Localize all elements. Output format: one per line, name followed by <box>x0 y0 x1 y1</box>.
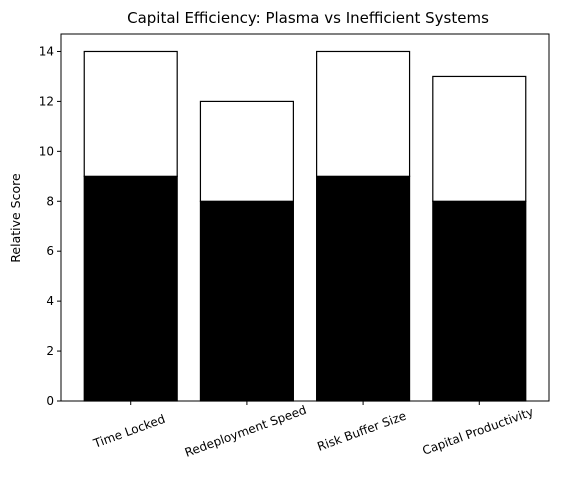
bar-segment-1-1 <box>83 175 178 402</box>
y-tick-label: 2 <box>46 344 54 358</box>
bars-layer <box>83 50 527 402</box>
chart-title: Capital Efficiency: Plasma vs Inefficien… <box>127 9 489 27</box>
x-tick-label: Capital Productivity <box>421 405 536 458</box>
x-tick-label: Risk Buffer Size <box>315 409 408 454</box>
y-tick-label: 8 <box>46 194 54 208</box>
plot-frame <box>60 33 550 402</box>
bar-segment-2-4 <box>432 75 527 202</box>
bar-segment-2-3 <box>316 50 411 177</box>
x-tick-label: Time Locked <box>91 412 167 451</box>
y-tick-label: 4 <box>46 294 54 308</box>
bar-segment-2-1 <box>83 50 178 177</box>
x-tick-label: Redeployment Speed <box>183 403 308 460</box>
y-axis-label: Relative Score <box>8 173 23 263</box>
bar-segment-1-3 <box>316 175 411 402</box>
y-tick-label: 12 <box>39 94 54 108</box>
bar-segment-1-2 <box>199 200 294 402</box>
bar-segment-2-2 <box>199 100 294 202</box>
y-tick-label: 0 <box>46 394 54 408</box>
y-tick-label: 14 <box>39 44 54 58</box>
y-tick-label: 6 <box>46 244 54 258</box>
y-tick-label: 10 <box>39 144 54 158</box>
bar-segment-1-4 <box>432 200 527 402</box>
